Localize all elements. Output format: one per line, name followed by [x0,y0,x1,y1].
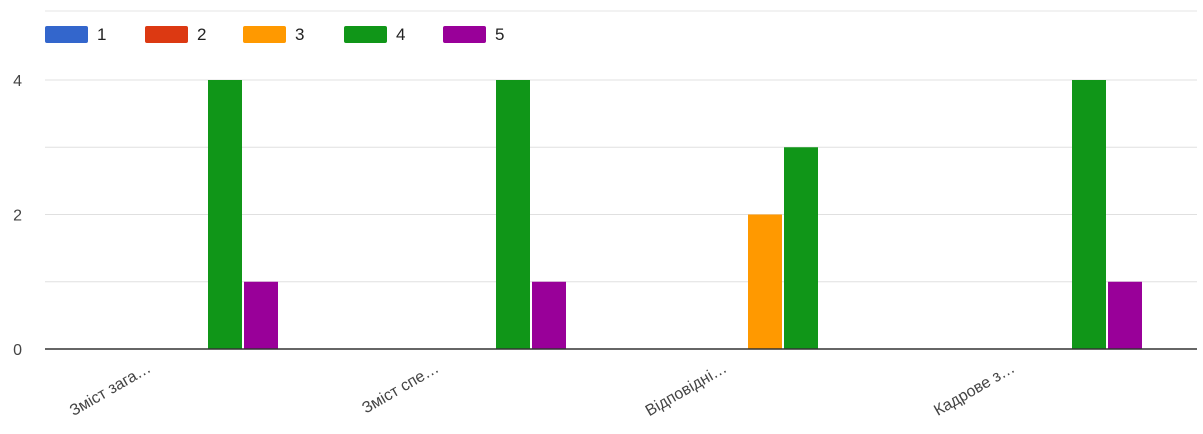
legend-label: 1 [97,25,106,44]
chart-legend: 1 2 3 4 5 [45,25,504,44]
bar-series-4-cat-1[interactable] [208,80,242,349]
x-category-label: Відповідні… [643,360,730,420]
chart-bars [208,80,1142,349]
legend-item-2[interactable]: 2 [145,25,206,44]
x-category-label: Зміст зага… [67,360,154,420]
x-category-label: Кадрове з… [931,360,1018,420]
legend-label: 3 [295,25,304,44]
legend-item-4[interactable]: 4 [344,25,405,44]
x-axis-labels: Зміст зага… Зміст спе… Відповідні… Кадрове … [67,360,1018,420]
bar-series-5-cat-2[interactable] [532,281,566,349]
legend-label: 4 [396,25,405,44]
y-tick-label: 2 [13,208,22,225]
legend-item-3[interactable]: 3 [243,25,304,44]
bar-series-4-cat-3[interactable] [784,147,818,349]
legend-swatch [45,26,88,43]
bar-series-4-cat-4[interactable] [1072,80,1106,349]
legend-item-5[interactable]: 5 [443,25,504,44]
x-category-label: Зміст спе… [359,360,442,418]
bar-series-5-cat-4[interactable] [1108,281,1142,349]
bar-series-5-cat-1[interactable] [244,281,278,349]
bar-series-4-cat-2[interactable] [496,80,530,349]
legend-swatch [145,26,188,43]
legend-swatch [443,26,486,43]
legend-label: 5 [495,25,504,44]
legend-swatch [243,26,286,43]
y-tick-label: 4 [13,73,22,90]
legend-swatch [344,26,387,43]
bar-series-3-cat-3[interactable] [748,214,782,350]
legend-label: 2 [197,25,206,44]
y-tick-label: 0 [13,342,22,359]
y-axis-ticks: 0 2 4 [13,73,22,359]
legend-item-1[interactable]: 1 [45,25,106,44]
